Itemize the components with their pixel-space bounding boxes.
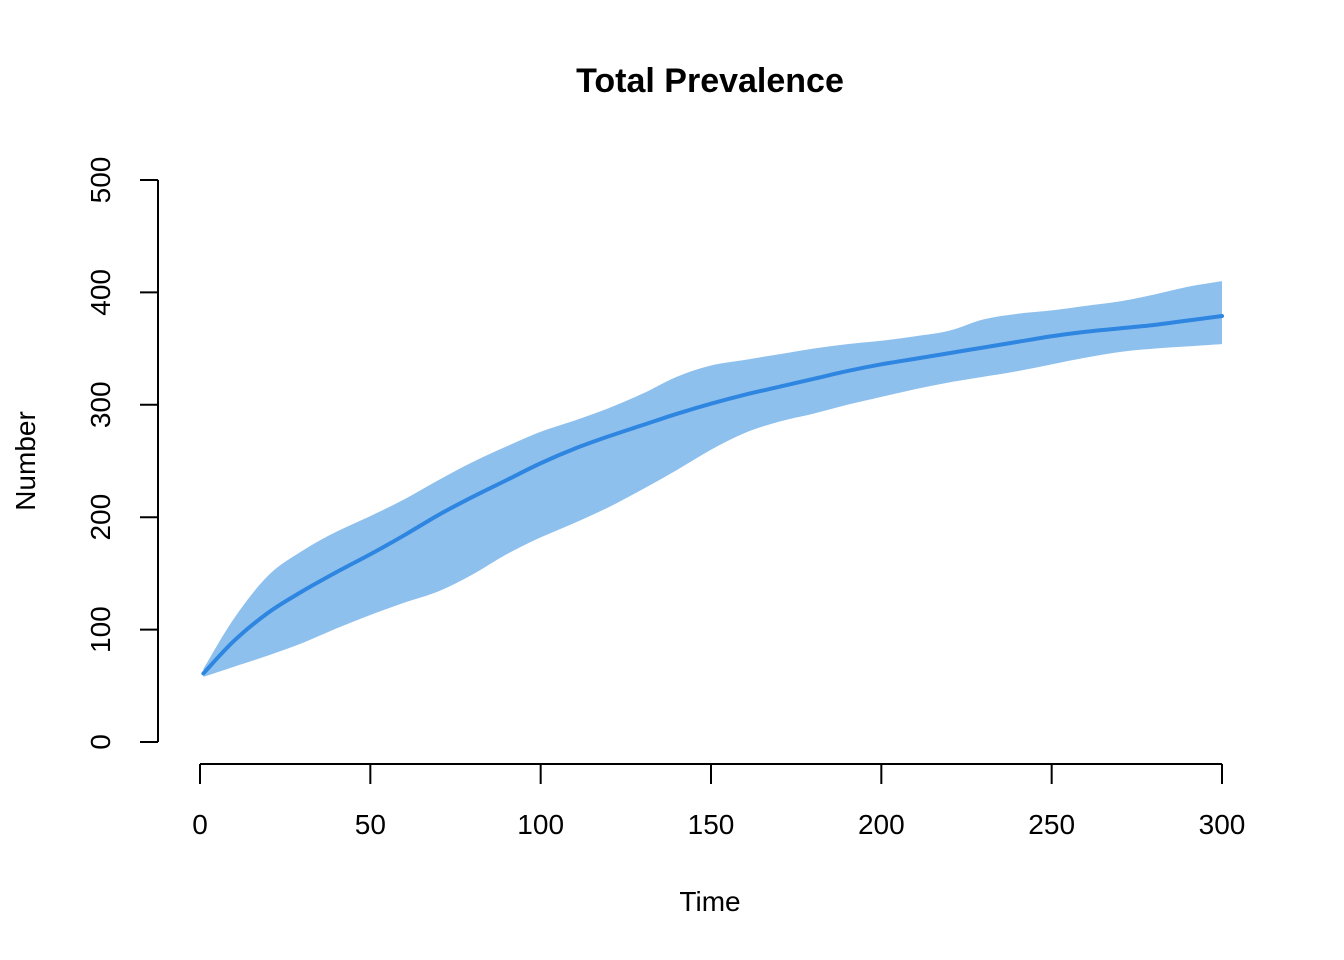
plot-area [201, 281, 1224, 677]
y-axis: 0 100 200 300 400 500 [85, 157, 159, 750]
y-tick-label: 400 [85, 269, 116, 316]
series-line-0 [201, 314, 1224, 676]
x-tick-label: 250 [1028, 809, 1075, 840]
x-tick-label: 50 [355, 809, 386, 840]
y-tick-label: 300 [85, 381, 116, 428]
y-tick-label: 0 [85, 734, 116, 750]
y-axis-label: Number [10, 411, 41, 511]
x-tick-label: 100 [517, 809, 564, 840]
y-tick-label: 100 [85, 606, 116, 653]
x-tick-label: 300 [1199, 809, 1246, 840]
x-tick-label: 200 [858, 809, 905, 840]
x-axis-label: Time [679, 886, 740, 917]
y-tick-label: 500 [85, 157, 116, 204]
x-axis: 0 50 100 150 200 250 300 [192, 763, 1246, 840]
y-tick-label: 200 [85, 494, 116, 541]
confidence-band [203, 281, 1222, 677]
x-tick-label: 150 [688, 809, 735, 840]
x-tick-label: 0 [192, 809, 208, 840]
chart-title: Total Prevalence [576, 62, 844, 100]
